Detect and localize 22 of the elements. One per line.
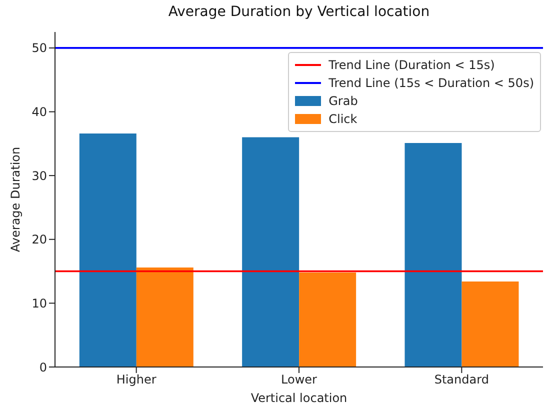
- y-tick-label: 0: [39, 360, 47, 374]
- x-tick-label: Higher: [116, 372, 156, 387]
- y-tick-label: 20: [32, 232, 47, 247]
- y-tick-label: 30: [32, 168, 47, 183]
- x-tick-label: Lower: [281, 372, 318, 387]
- y-tick-label: 10: [32, 296, 47, 310]
- bar: [404, 143, 462, 367]
- bar: [299, 272, 356, 367]
- y-tick-label: 50: [32, 41, 47, 56]
- x-axis-title: Vertical location: [250, 391, 348, 405]
- x-tick-label: Standard: [434, 372, 489, 387]
- bar: [136, 267, 194, 367]
- y-axis-title: Average Duration: [8, 146, 22, 252]
- legend-label: Trend Line (Duration < 15s): [328, 58, 495, 72]
- legend-label: Click: [328, 112, 358, 126]
- bar: [242, 137, 300, 367]
- y-tick-label: 40: [32, 105, 47, 120]
- legend-label: Trend Line (15s < Duration < 50s): [328, 76, 534, 90]
- chart-title: Average Duration by Vertical location: [167, 4, 431, 20]
- legend-label: Grab: [328, 94, 358, 108]
- bar: [79, 133, 136, 367]
- bar: [462, 281, 519, 367]
